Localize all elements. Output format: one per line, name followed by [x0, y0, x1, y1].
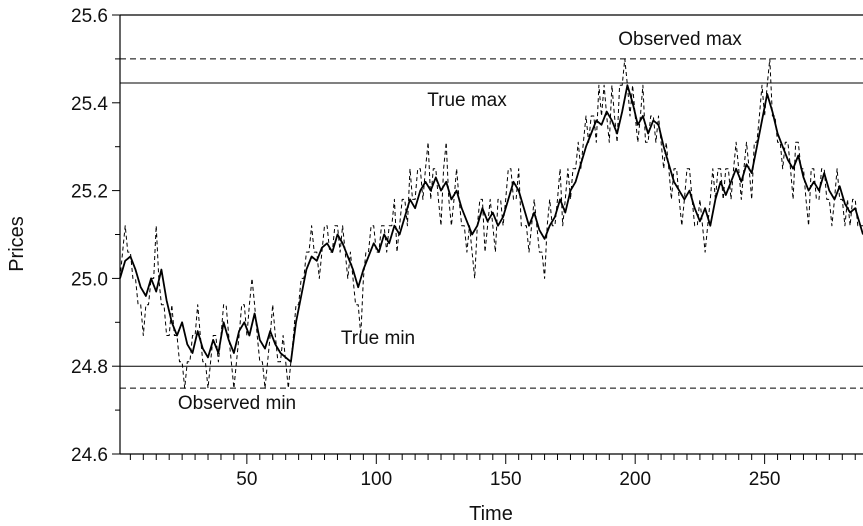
x-axis: 50 100 150 200 250 — [129, 454, 856, 490]
series-line-true — [119, 84, 863, 363]
plot-area: Observed max True max True min Observed min — [119, 14, 863, 455]
y-tick-label: 24.6 — [71, 445, 108, 466]
annotation-observed-max: Observed max — [618, 29, 742, 50]
y-tick-label: 24.8 — [71, 357, 108, 378]
x-tick-label: 50 — [236, 469, 257, 490]
annotation-layer: Observed max True max True min Observed min — [178, 29, 742, 414]
annotation-true-max: True max — [427, 90, 507, 111]
annotation-true-min: True min — [341, 328, 415, 349]
annotation-observed-min: Observed min — [178, 393, 296, 414]
y-axis-title: Prices — [6, 216, 28, 272]
x-tick-label: 150 — [490, 469, 522, 490]
y-axis: 24.6 24.8 25.0 25.2 25.4 25.6 — [71, 6, 120, 466]
x-tick-label: 100 — [360, 469, 392, 490]
y-tick-label: 25.0 — [71, 269, 108, 290]
x-tick-label: 200 — [619, 469, 651, 490]
y-tick-label: 25.2 — [71, 182, 108, 203]
y-tick-label: 25.6 — [71, 6, 108, 27]
series-layer — [119, 58, 863, 389]
x-axis-title: Time — [469, 503, 513, 525]
x-tick-label: 250 — [749, 469, 781, 490]
y-tick-label: 25.4 — [71, 94, 108, 115]
series-line-observed — [119, 58, 863, 389]
reference-lines — [120, 58, 863, 389]
